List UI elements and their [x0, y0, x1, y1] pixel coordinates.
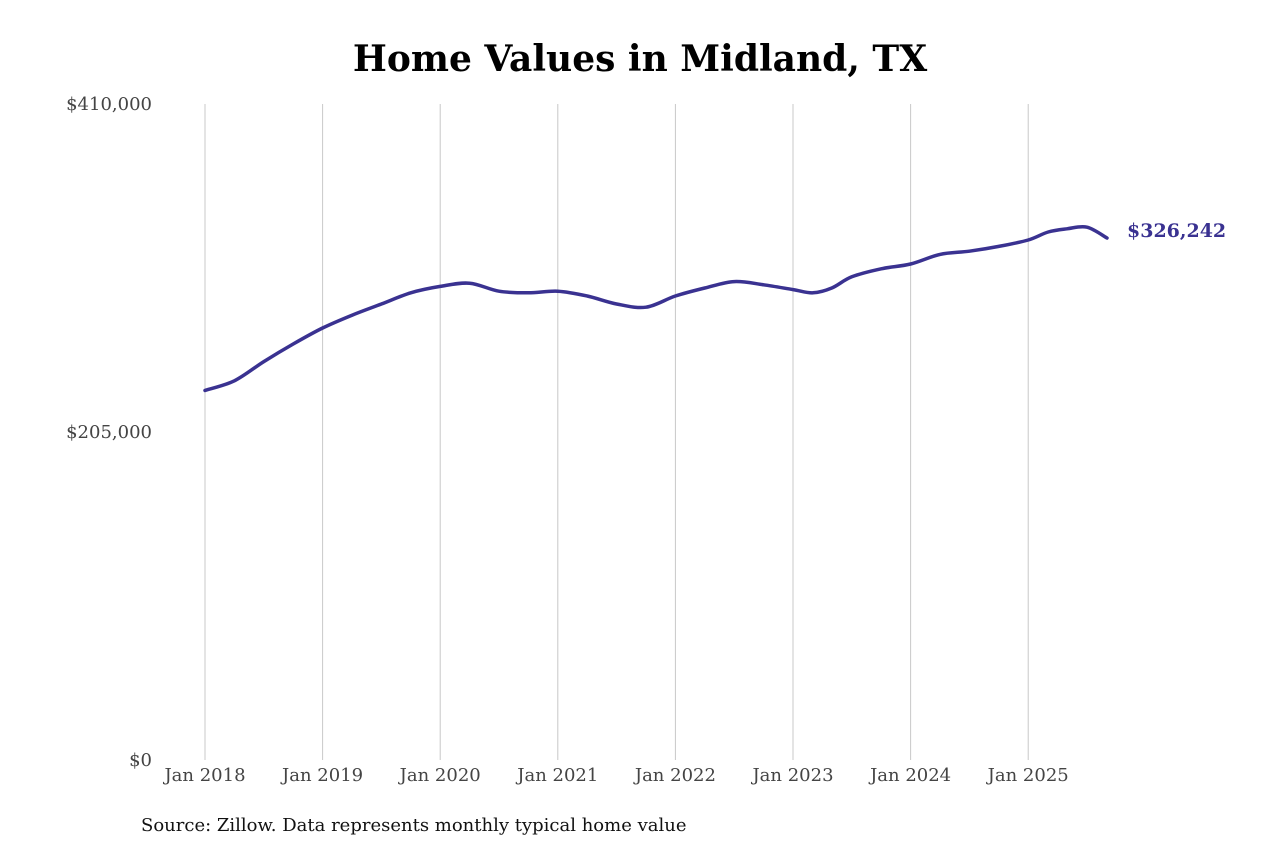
x-tick-label-5: Jan 2023 [750, 765, 833, 786]
gridlines [204, 104, 1029, 760]
y-tick-label-1: $205,000 [66, 422, 152, 443]
series-line-0 [203, 224, 1109, 393]
x-tick-label-6: Jan 2024 [868, 765, 951, 786]
y-tick-label-2: $410,000 [66, 94, 152, 115]
x-tick-label-7: Jan 2025 [986, 765, 1069, 786]
series-lines [203, 224, 1109, 393]
end-value-labels: $326,242 [1127, 220, 1226, 242]
x-tick-label-2: Jan 2020 [398, 765, 481, 786]
y-tick-label-0: $0 [129, 750, 152, 771]
x-tick-label-0: Jan 2018 [162, 765, 245, 786]
source-note: Source: Zillow. Data represents monthly … [141, 815, 687, 836]
x-tick-label-3: Jan 2021 [515, 765, 598, 786]
x-tick-label-4: Jan 2022 [633, 765, 716, 786]
chart-title: Home Values in Midland, TX [352, 38, 928, 80]
end-value-label: $326,242 [1127, 220, 1226, 242]
y-axis-tick-labels: $0 $205,000 $410,000 [66, 94, 152, 771]
x-axis-tick-labels: Jan 2018 Jan 2019 Jan 2020 Jan 2021 Jan 2022… [162, 765, 1068, 786]
x-tick-label-1: Jan 2019 [280, 765, 363, 786]
